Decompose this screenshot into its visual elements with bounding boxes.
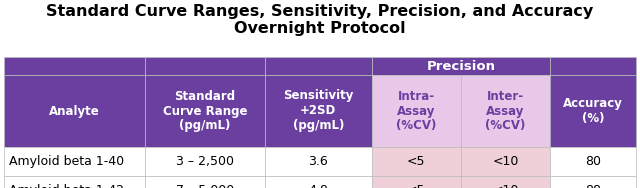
Text: <10: <10 (492, 184, 518, 188)
Text: 3.6: 3.6 (308, 155, 328, 168)
Text: 88: 88 (585, 184, 601, 188)
Text: <5: <5 (407, 184, 426, 188)
Text: Amyloid beta 1-40: Amyloid beta 1-40 (9, 155, 124, 168)
Text: Accuracy
(%): Accuracy (%) (563, 97, 623, 125)
Text: Analyte: Analyte (49, 105, 100, 118)
Text: 7 – 5,000: 7 – 5,000 (176, 184, 234, 188)
Text: Standard Curve Ranges, Sensitivity, Precision, and Accuracy
Overnight Protocol: Standard Curve Ranges, Sensitivity, Prec… (46, 4, 594, 36)
Text: <10: <10 (492, 155, 518, 168)
Text: 3 – 2,500: 3 – 2,500 (176, 155, 234, 168)
Text: 4.8: 4.8 (308, 184, 328, 188)
Text: Precision: Precision (426, 59, 495, 73)
Text: Amyloid beta 1-42: Amyloid beta 1-42 (9, 184, 124, 188)
Text: Sensitivity
+2SD
(pg/mL): Sensitivity +2SD (pg/mL) (283, 89, 353, 133)
Text: Intra-
Assay
(%CV): Intra- Assay (%CV) (396, 89, 436, 133)
Text: 80: 80 (585, 155, 601, 168)
Text: Inter-
Assay
(%CV): Inter- Assay (%CV) (485, 89, 525, 133)
Text: <5: <5 (407, 155, 426, 168)
Text: Standard
Curve Range
(pg/mL): Standard Curve Range (pg/mL) (163, 89, 247, 133)
